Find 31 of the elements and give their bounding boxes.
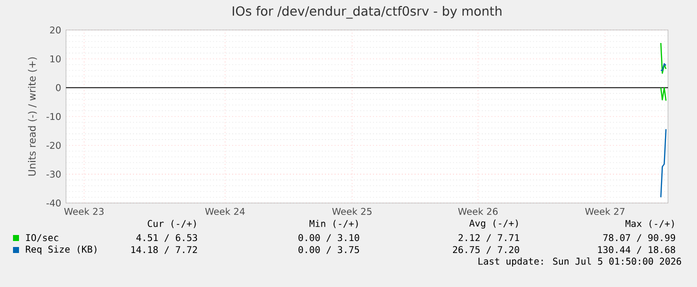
text: 4.51 / 6.53 (136, 234, 198, 242)
text: Max (-/+) (626, 220, 674, 228)
x-tick-label: Week 23 (64, 208, 104, 215)
y-tick-label: -10 (46, 112, 61, 120)
text: 2.12 / 7.71 (458, 234, 520, 242)
text: Min (-/+) (310, 220, 358, 228)
y-tick-label: 10 (50, 55, 61, 62)
text: 130.44 / 18.68 (598, 246, 676, 254)
text: Last update: Sun Jul 5 01:50:00 2026 (478, 257, 682, 267)
text: Avg (-/+) (469, 219, 518, 229)
x-tick-label: Week 25 (332, 208, 372, 215)
line-series (660, 128, 667, 198)
legend-label: IO/sec (26, 234, 58, 242)
y-tick-label: 20 (50, 26, 61, 34)
chart-title: IOs for /dev/endur_data/ctf0srv - by month (232, 6, 502, 19)
y-tick-label: -20 (46, 142, 61, 149)
x-tick-label: Week 24 (205, 208, 245, 215)
line-series (660, 42, 667, 74)
text: 78.07 / 90.99 (603, 234, 676, 242)
text: 0.00 / 3.10 (298, 234, 360, 242)
text: Cur (-/+) (148, 220, 196, 228)
y-tick-label: 0 (56, 84, 61, 92)
text: 26.75 / 7.20 (452, 246, 520, 254)
text: 0.00 / 3.75 (298, 246, 359, 254)
y-tick-label: -40 (46, 199, 61, 207)
x-tick-label: Week 27 (585, 208, 624, 215)
y-axis-title: Units read (-) / write (+) (28, 57, 37, 176)
x-tick-label: Week 26 (458, 208, 498, 215)
y-tick-label: -30 (46, 170, 61, 178)
legend-label: Req Size (KB) (26, 245, 96, 255)
text: 14.18 / 7.72 (131, 246, 197, 254)
